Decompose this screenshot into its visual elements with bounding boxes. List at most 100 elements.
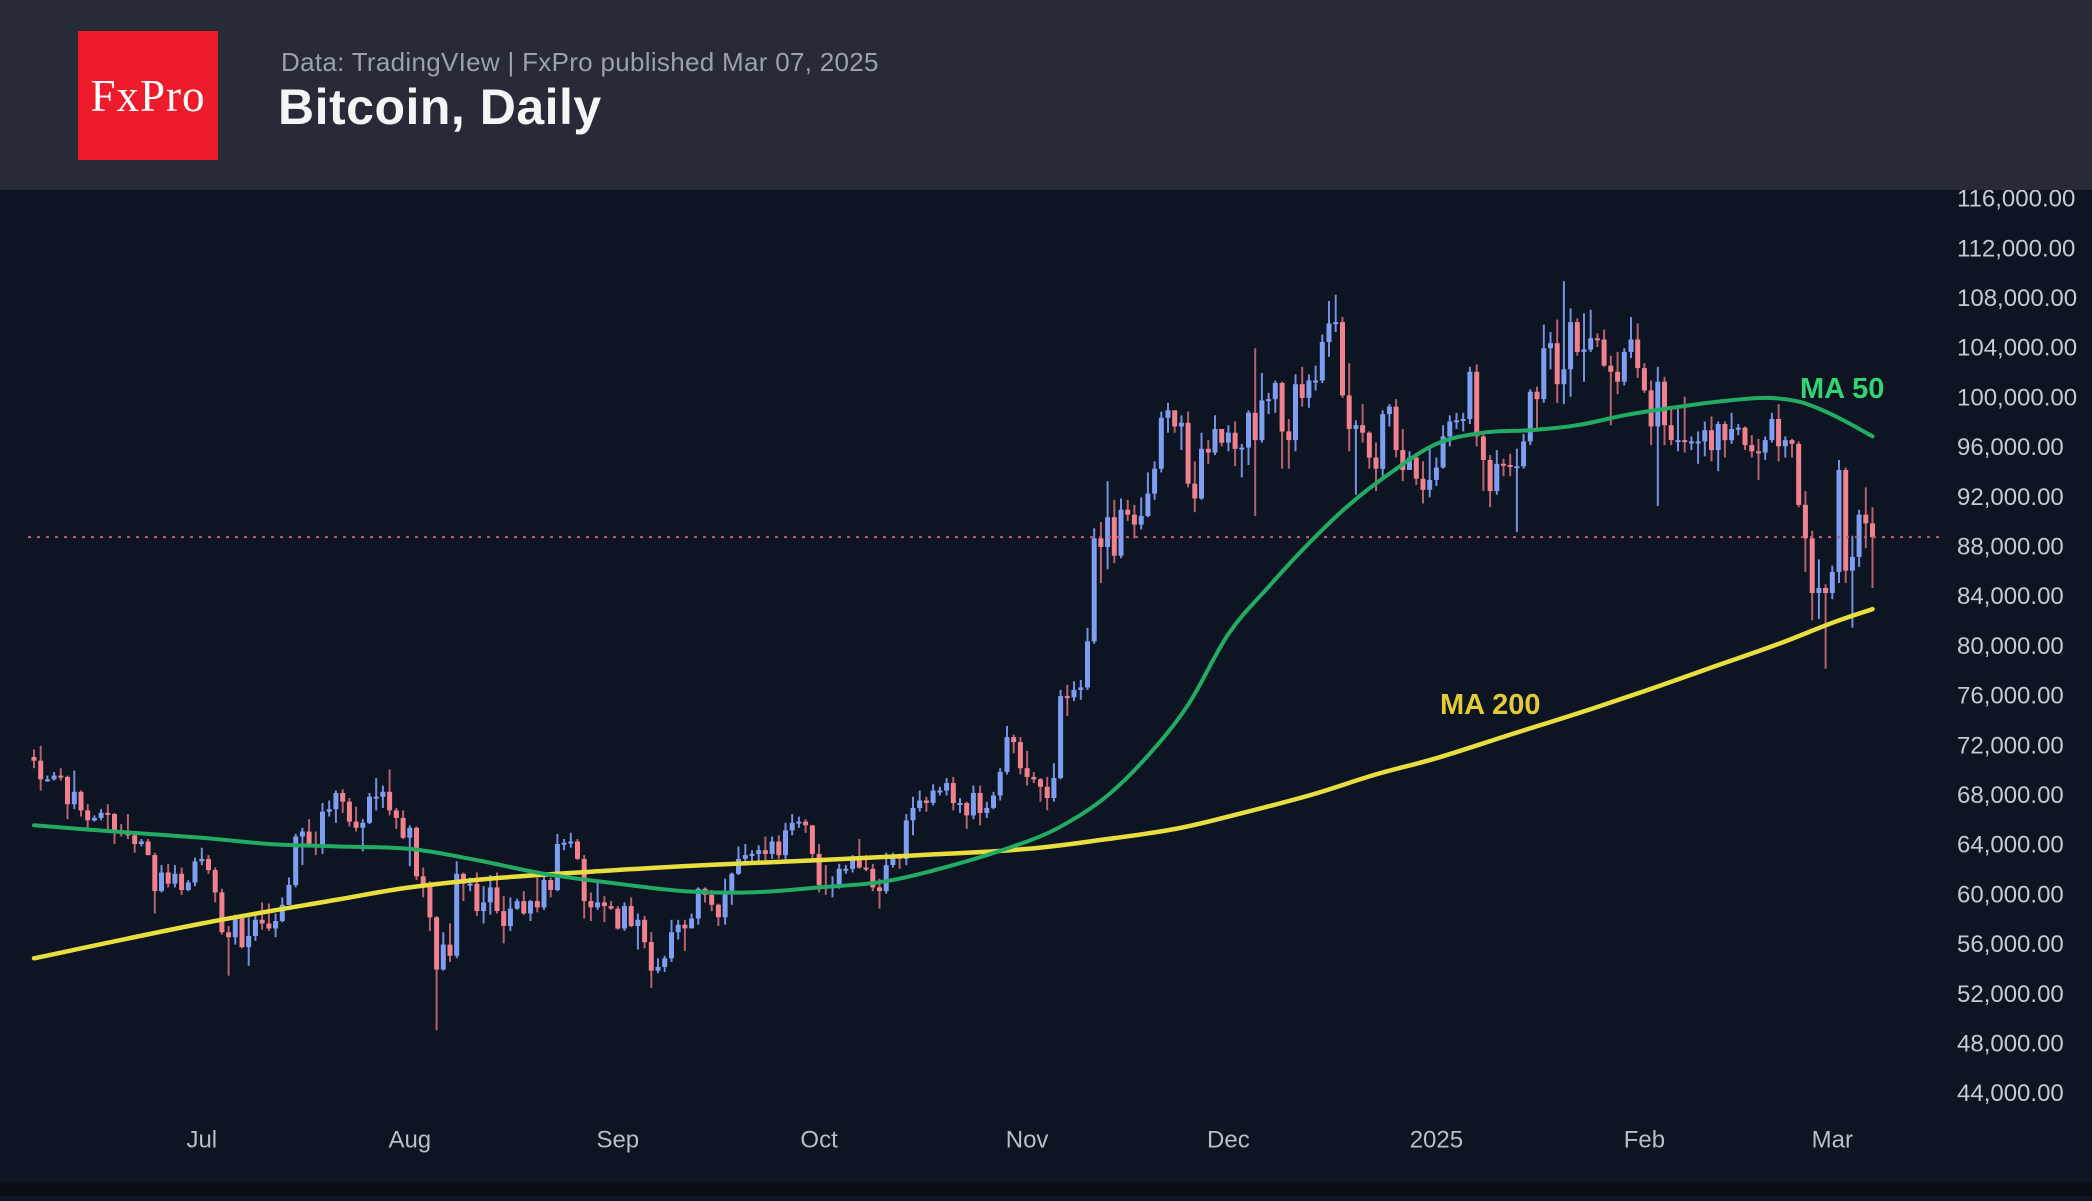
candle-body — [1400, 450, 1406, 470]
candle-body — [1420, 478, 1426, 490]
candle-body — [1427, 479, 1433, 490]
candle-body — [1346, 395, 1352, 429]
source-line: Data: TradingVIew | FxPro published Mar … — [281, 47, 879, 77]
candle-body — [1541, 348, 1547, 400]
candle-body — [38, 760, 44, 780]
candle-body — [1494, 463, 1500, 492]
candle-body — [1635, 339, 1641, 369]
candle-body — [1252, 412, 1258, 441]
candle-body — [78, 791, 84, 811]
candle-body — [1319, 342, 1325, 381]
time-axis-tick: Mar — [1812, 1127, 1853, 1154]
candle-body — [1870, 523, 1875, 538]
price-axis-tick: 100,000.00 — [1957, 384, 2077, 411]
candle-body — [850, 860, 856, 869]
candle-body — [944, 783, 950, 791]
candle-body — [1266, 399, 1272, 402]
candle-body — [159, 872, 164, 892]
candle-body — [521, 901, 527, 914]
candle-body — [1192, 483, 1198, 499]
candle-body — [454, 873, 460, 956]
candle-body — [695, 888, 701, 919]
candle-body — [1568, 322, 1574, 370]
candle-body — [279, 904, 285, 921]
candle-body — [380, 791, 386, 797]
candle-body — [635, 919, 641, 926]
candle-body — [259, 919, 265, 924]
time-axis-tick: Nov — [1006, 1127, 1049, 1154]
candle-body — [1662, 381, 1667, 426]
candle-body — [1682, 440, 1688, 443]
candle-body — [1742, 427, 1748, 446]
candle-body — [1118, 509, 1124, 556]
candle-body — [608, 906, 614, 909]
candle-body — [628, 906, 634, 926]
candle-body — [769, 841, 775, 854]
candle-body — [501, 911, 507, 926]
candle-body — [246, 935, 252, 948]
candle-body — [937, 790, 943, 793]
candle-body — [293, 836, 299, 885]
candle-body — [1219, 429, 1225, 443]
candle-body — [1709, 430, 1714, 451]
candle-body — [65, 776, 70, 805]
candle-body — [507, 908, 513, 926]
candle-body — [1165, 410, 1171, 418]
candle-body — [1856, 514, 1862, 557]
candle-body — [1628, 339, 1634, 352]
candle-body — [715, 904, 721, 918]
fxpro-logo: FxPro — [78, 31, 218, 160]
ma50-label: MA 50 — [1800, 373, 1884, 405]
time-axis-tick: Jul — [186, 1127, 217, 1154]
candle-body — [749, 853, 755, 856]
candle-body — [1145, 493, 1151, 516]
candle-body — [682, 924, 688, 929]
candle-body — [474, 883, 480, 911]
candle-body — [393, 810, 399, 818]
candle-body — [1078, 687, 1084, 690]
candle-body — [1521, 441, 1527, 467]
candle-body — [1796, 443, 1802, 505]
candle-body — [340, 793, 346, 802]
candle-body — [1756, 451, 1761, 454]
candle-body — [367, 796, 372, 823]
price-axis-tick: 80,000.00 — [1957, 633, 2064, 660]
candle-body — [467, 883, 473, 886]
candle-body — [669, 932, 674, 959]
candle-body — [1064, 696, 1070, 699]
candle-body — [219, 892, 225, 933]
candle-body — [165, 872, 171, 884]
time-axis-tick: Aug — [388, 1127, 431, 1154]
candle-body — [1125, 509, 1131, 515]
candle-body — [1017, 742, 1023, 769]
price-axis-tick: 68,000.00 — [1957, 782, 2064, 809]
candle-body — [756, 850, 762, 854]
candle-body — [722, 891, 728, 918]
header: FxPro Data: TradingVIew | FxPro publishe… — [0, 0, 2092, 190]
candle-body — [1366, 432, 1372, 458]
candle-body — [917, 800, 923, 808]
candle-body — [481, 902, 487, 912]
candle-body — [1816, 588, 1822, 593]
candle-body — [98, 812, 104, 818]
candle-body — [964, 803, 970, 816]
price-axis-tick: 92,000.00 — [1957, 484, 2064, 511]
candle-body — [1178, 422, 1184, 427]
candle-body — [1152, 468, 1158, 494]
candle-body — [675, 924, 681, 933]
candle-body — [460, 873, 466, 884]
candle-body — [1467, 371, 1473, 419]
time-axis-tick: Feb — [1624, 1127, 1665, 1154]
candle-body — [306, 831, 312, 844]
candle-body — [145, 841, 151, 856]
candle-body — [1487, 460, 1493, 492]
candle-body — [320, 811, 325, 847]
candle-body — [1433, 467, 1439, 480]
candle-body — [1655, 381, 1661, 427]
candle-body — [1548, 343, 1553, 349]
candle-body — [642, 919, 648, 943]
candle-body — [528, 901, 533, 914]
ma200-label: MA 200 — [1440, 689, 1540, 721]
candle-body — [1158, 417, 1164, 469]
candle-body — [1514, 466, 1520, 469]
